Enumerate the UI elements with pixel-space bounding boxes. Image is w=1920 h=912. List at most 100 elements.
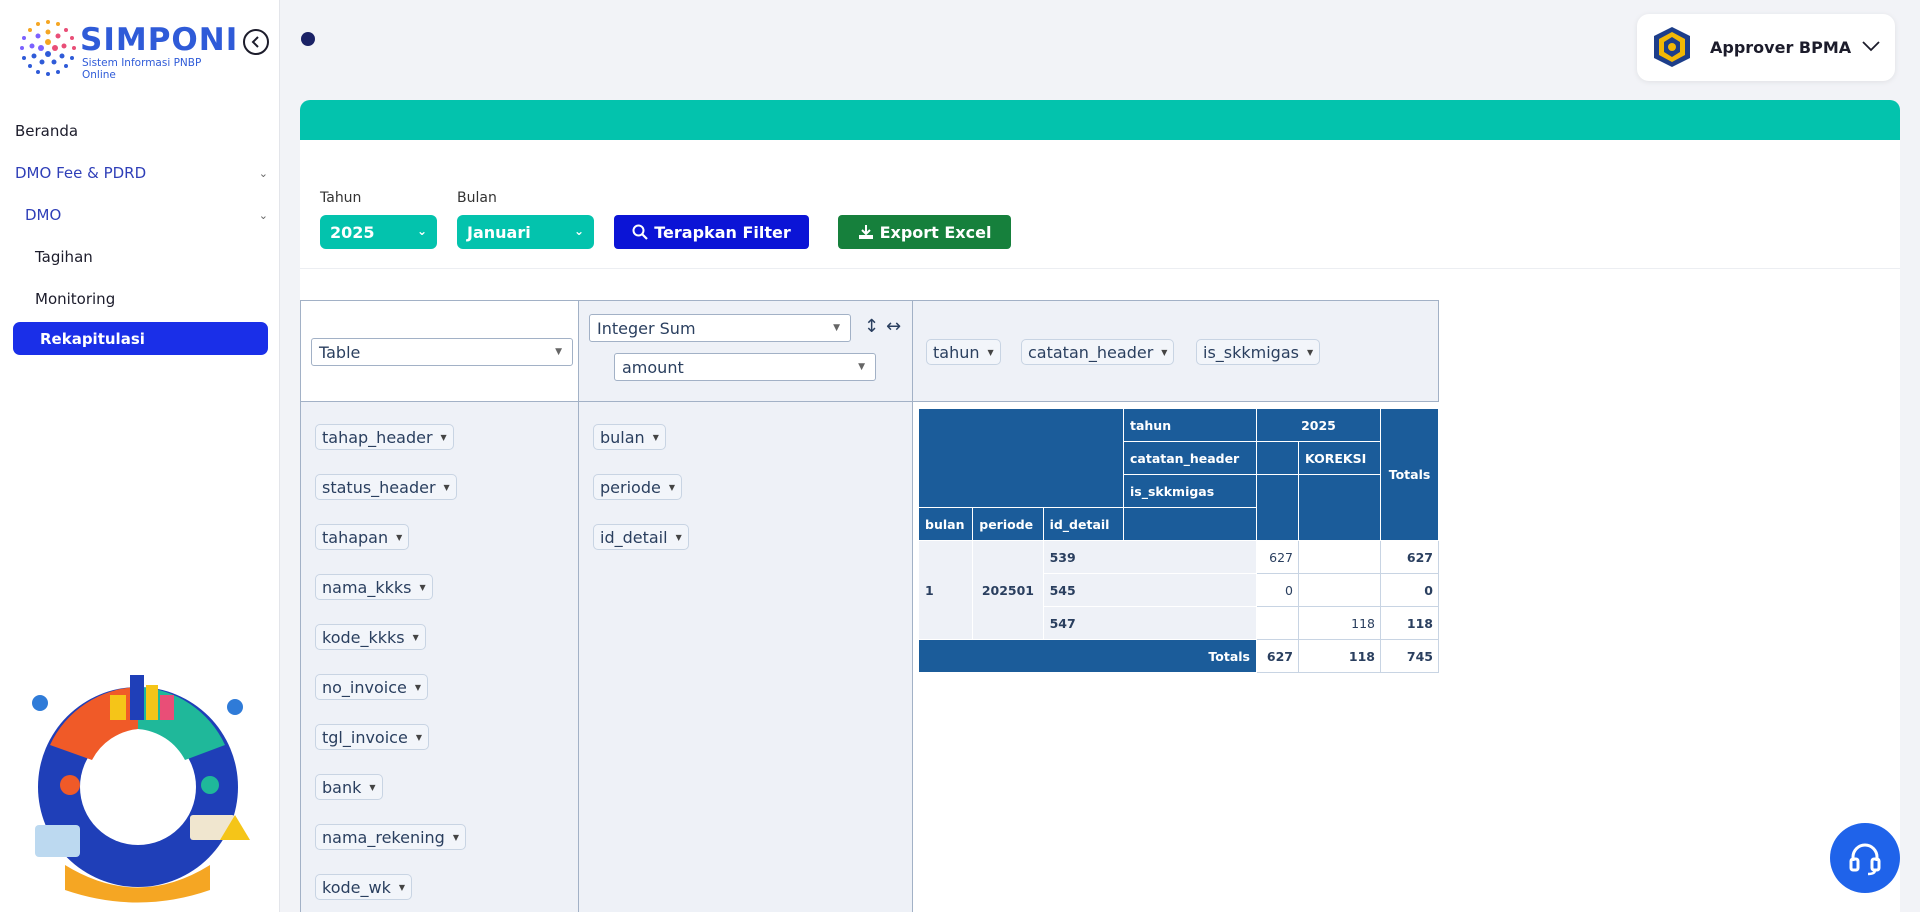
value-field-value: amount xyxy=(622,357,684,377)
pivot-aggregator-cell: Integer Sum ▼ ↕ ↔ amount ▼ xyxy=(578,300,913,402)
col-attr-catatan-header[interactable]: catatan_header ▼ xyxy=(1021,339,1175,365)
chevron-down-icon xyxy=(1862,41,1880,52)
unused-attr-no-invoice[interactable]: no_invoice ▼ xyxy=(315,674,429,700)
sidebar-item-monitoring[interactable]: Monitoring xyxy=(0,278,280,320)
year-select[interactable]: 2025 ⌄ xyxy=(320,215,437,249)
col-header-label: tahun xyxy=(1123,408,1257,442)
col-order-icon[interactable]: ↔ xyxy=(886,316,902,337)
unused-attr-tahapan[interactable]: tahapan ▼ xyxy=(315,524,410,550)
dropdown-triangle-icon[interactable]: ▼ xyxy=(398,882,405,892)
unused-attr-nama-kkks[interactable]: nama_kkks ▼ xyxy=(315,574,433,600)
col-header-koreksi-sub xyxy=(1298,474,1381,541)
dropdown-triangle-icon[interactable]: ▼ xyxy=(652,432,659,442)
pivot-row-attrs: bulan ▼ periode ▼ id_detail ▼ xyxy=(578,401,913,912)
export-excel-button[interactable]: Export Excel xyxy=(838,215,1011,249)
logo-dots-icon xyxy=(20,20,76,76)
row-attr-id-detail[interactable]: id_detail ▼ xyxy=(593,524,689,550)
dropdown-triangle-icon[interactable]: ▼ xyxy=(414,682,422,692)
user-menu[interactable]: Approver BPMA xyxy=(1637,14,1895,81)
collapse-sidebar-button[interactable] xyxy=(243,29,269,55)
headset-icon xyxy=(1849,843,1881,876)
col-header-label: is_skkmigas xyxy=(1123,474,1257,508)
unused-attr-status-header[interactable]: status_header ▼ xyxy=(315,474,457,500)
unused-attr-nama-rekening[interactable]: nama_rekening ▼ xyxy=(315,824,466,850)
row-order-icon[interactable]: ↕ xyxy=(864,316,880,337)
sidebar-item-rekapitulasi[interactable]: Rekapitulasi xyxy=(13,322,268,355)
col-attr-tahun[interactable]: tahun ▼ xyxy=(926,339,1001,365)
attr-label: id_detail xyxy=(600,527,668,547)
sidebar-item-tagihan[interactable]: Tagihan xyxy=(0,236,280,278)
chevron-down-icon: ⌄ xyxy=(416,224,427,238)
attr-label: no_invoice xyxy=(322,677,407,697)
row-attr-periode[interactable]: periode ▼ xyxy=(593,474,682,500)
month-label: Bulan xyxy=(457,190,497,206)
attr-label: bank xyxy=(322,777,362,797)
row-attr-bulan[interactable]: bulan ▼ xyxy=(593,424,666,450)
col-header-year: 2025 xyxy=(1256,408,1381,442)
status-dot xyxy=(301,32,315,46)
chevron-down-icon: ⌄ xyxy=(258,209,268,222)
col-header-koreksi: KOREKSI xyxy=(1298,441,1381,475)
attr-label: bulan xyxy=(600,427,645,447)
value-cell: 118 xyxy=(1298,606,1381,640)
sidebar-item-dmo-fee-pdrd[interactable]: DMO Fee & PDRD ⌄ xyxy=(0,152,280,194)
dropdown-triangle-icon[interactable]: ▼ xyxy=(1161,347,1168,357)
dropdown-triangle-icon[interactable]: ▼ xyxy=(668,482,675,492)
sidebar-illustration xyxy=(32,675,250,903)
help-support-button[interactable] xyxy=(1830,823,1900,893)
attr-label: nama_kkks xyxy=(322,577,412,597)
month-select[interactable]: Januari ⌄ xyxy=(457,215,594,249)
sidebar-item-dmo[interactable]: DMO ⌄ xyxy=(0,194,280,236)
sidebar-item-label: Monitoring xyxy=(35,290,116,308)
attr-label: periode xyxy=(600,477,661,497)
row-header-label: id_detail xyxy=(1042,507,1125,541)
aggregator-select[interactable]: Integer Sum ▼ xyxy=(589,314,851,342)
search-icon xyxy=(632,224,649,240)
attr-label: catatan_header xyxy=(1028,342,1154,362)
dropdown-triangle-icon[interactable]: ▼ xyxy=(675,532,682,542)
renderer-select[interactable]: Table ▼ xyxy=(311,338,573,366)
simponi-logo[interactable]: SIMPONI Sistem Informasi PNBP Online xyxy=(18,18,238,81)
row-label-id: 539 xyxy=(1042,540,1258,574)
dropdown-triangle-icon[interactable]: ▼ xyxy=(412,632,419,642)
card-header-bar xyxy=(300,100,1900,140)
pivot-renderer-cell: Table ▼ xyxy=(300,300,579,402)
row-label-id: 545 xyxy=(1042,573,1258,607)
dropdown-triangle-icon[interactable]: ▼ xyxy=(440,432,447,442)
unused-attr-tgl-invoice[interactable]: tgl_invoice ▼ xyxy=(315,724,429,750)
value-field-select[interactable]: amount ▼ xyxy=(614,353,876,381)
row-total-cell: 118 xyxy=(1380,606,1439,640)
apply-filter-button[interactable]: Terapkan Filter xyxy=(614,215,809,249)
dropdown-triangle-icon[interactable]: ▼ xyxy=(419,582,426,592)
sidebar-item-label: Tagihan xyxy=(35,248,93,266)
unused-attr-kode-kkks[interactable]: kode_kkks ▼ xyxy=(315,624,426,650)
dropdown-triangle-icon[interactable]: ▼ xyxy=(452,832,459,842)
col-attr-is-skkmigas[interactable]: is_skkmigas ▼ xyxy=(1196,339,1321,365)
sidebar: SIMPONI Sistem Informasi PNBP Online Ber… xyxy=(0,0,280,912)
pivot-corner xyxy=(918,408,1124,508)
dropdown-triangle-icon[interactable]: ▼ xyxy=(987,347,994,357)
attr-label: nama_rekening xyxy=(322,827,445,847)
sidebar-item-beranda[interactable]: Beranda xyxy=(0,110,280,152)
dropdown-triangle-icon[interactable]: ▼ xyxy=(443,482,450,492)
dropdown-triangle-icon[interactable]: ▼ xyxy=(396,532,403,542)
col-header-blank-sub xyxy=(1256,474,1299,541)
value-cell xyxy=(1256,606,1299,640)
sidebar-nav: Beranda DMO Fee & PDRD ⌄ DMO ⌄ Tagihan M… xyxy=(0,110,280,355)
unused-attr-tahap-header[interactable]: tahap_header ▼ xyxy=(315,424,454,450)
unused-attr-bank[interactable]: bank ▼ xyxy=(315,774,383,800)
dropdown-triangle-icon[interactable]: ▼ xyxy=(369,782,376,792)
row-total-cell: 0 xyxy=(1380,573,1439,607)
aggregator-value: Integer Sum xyxy=(597,318,696,338)
chevron-down-icon: ▼ xyxy=(833,323,840,333)
dropdown-triangle-icon[interactable]: ▼ xyxy=(1306,347,1314,357)
dropdown-triangle-icon[interactable]: ▼ xyxy=(415,732,422,742)
download-icon xyxy=(858,225,873,239)
value-cell xyxy=(1298,573,1381,607)
sidebar-item-label: DMO xyxy=(25,206,62,224)
grand-total-cell: 745 xyxy=(1380,639,1439,673)
table-row: 547 118 118 xyxy=(919,606,1439,640)
value-cell xyxy=(1298,540,1381,574)
unused-attr-kode-wk[interactable]: kode_wk ▼ xyxy=(315,874,412,900)
chevron-left-icon xyxy=(251,36,259,48)
